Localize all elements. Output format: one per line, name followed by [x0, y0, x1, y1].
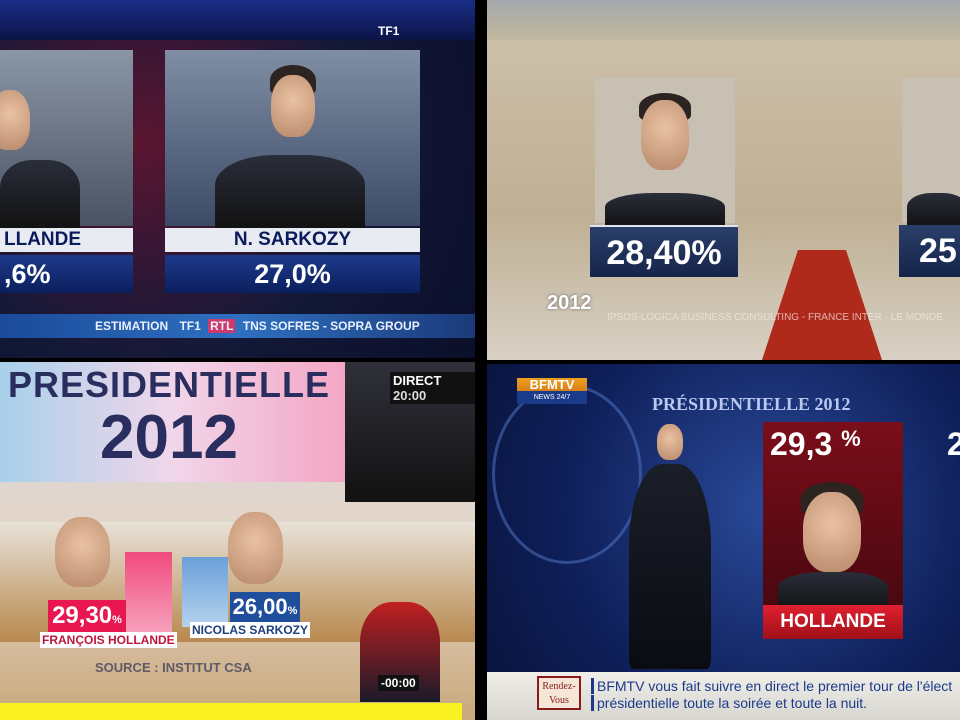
- candidate-photo: [165, 50, 420, 230]
- bfmtv-logo: BFMTV NEWS 24/7: [517, 378, 587, 404]
- year-logo: 2012: [547, 292, 592, 314]
- candidate-percent: 28,40%: [590, 225, 738, 277]
- candidate-name: LLANDE: [0, 228, 133, 252]
- hollande-bar: [125, 552, 172, 632]
- candidate-name: HOLLANDE: [763, 605, 903, 639]
- candidate-card: [763, 422, 903, 612]
- live-time: 20:00: [393, 388, 427, 403]
- tf1-logo: TF1: [378, 24, 400, 38]
- ticker-line: présidentielle toute la soirée et toute …: [591, 695, 867, 711]
- candidate-percent: 25: [899, 225, 960, 277]
- candidate-percent: 29,30%: [48, 600, 126, 632]
- candidate-photo: [0, 50, 133, 230]
- title: PRÉSIDENTIELLE 2012: [652, 394, 851, 414]
- ticker-line: BFMTV vous fait suivre en direct le prem…: [591, 678, 952, 694]
- live-label: DIRECT: [393, 373, 442, 388]
- tf1-panel: TF1 LLANDE N. SARKOZY ,6% 27,0% ESTIMATI…: [0, 0, 475, 358]
- presenter: [629, 464, 711, 669]
- title: PRESIDENTIELLE: [8, 364, 331, 405]
- year: 2012: [100, 403, 238, 472]
- red-carpet: [762, 250, 882, 360]
- candidate-percent: ,6%: [0, 255, 133, 293]
- candidate-percent: 26,00%: [230, 592, 300, 622]
- bfmtv-panel: BFMTV NEWS 24/7 PRÉSIDENTIELLE 2012 29,3…: [487, 364, 960, 720]
- news-ticker: Rendez-Vous BFMTV vous fait suivre en di…: [487, 672, 960, 720]
- live-badge: DIRECT 20:00: [390, 372, 475, 404]
- source-strip: ESTIMATION TF1 RTL TNS SOFRES - SOPRA GR…: [0, 314, 475, 338]
- yellow-bar: [0, 703, 462, 720]
- tf1-logo-small: TF1: [179, 319, 201, 333]
- source-text: SOURCE : INSTITUT CSA: [95, 660, 252, 675]
- source-institute: TNS SOFRES - SOPRA GROUP: [242, 319, 420, 333]
- candidate-name: N. SARKOZY: [165, 228, 420, 252]
- candidate-photo: [595, 78, 735, 228]
- sarkozy-bar: [182, 557, 228, 627]
- rendez-vous-icon: Rendez-Vous: [537, 676, 581, 710]
- france2-panel: 28,40% 25 2012 IPSOS-LOGICA BUSINESS CON…: [487, 0, 960, 360]
- candidate-photo: [902, 78, 960, 228]
- candidate-percent: 2: [947, 426, 960, 462]
- countdown: -00:00: [378, 675, 419, 691]
- france3-panel: PRESIDENTIELLE 2012 DIRECT 20:00 29,30% …: [0, 362, 475, 720]
- candidate-name: FRANÇOIS HOLLANDE: [40, 632, 177, 648]
- source-label: ESTIMATION: [95, 319, 169, 333]
- source-text: IPSOS-LOGICA BUSINESS CONSULTING - FRANC…: [607, 312, 943, 323]
- candidate-name: NICOLAS SARKOZY: [190, 622, 311, 638]
- candidate-percent: 27,0%: [165, 255, 420, 293]
- candidate-percent: 29,3 %: [770, 426, 861, 462]
- rtl-logo: RTL: [208, 319, 236, 333]
